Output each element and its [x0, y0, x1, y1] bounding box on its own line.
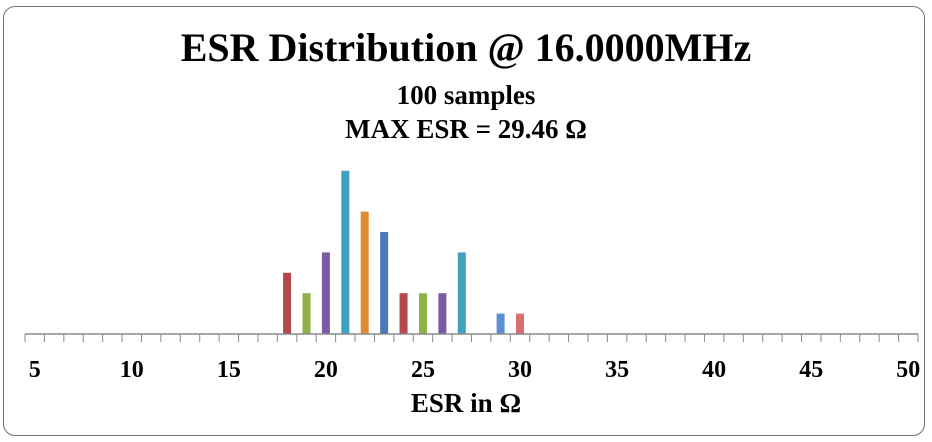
- bar-esr-18: [283, 272, 292, 334]
- bar-esr-23: [380, 232, 389, 334]
- chart-subtitle: 100 samples: [396, 80, 536, 110]
- x-tick-label-30: 30: [508, 357, 532, 383]
- bar-esr-30: [516, 313, 525, 334]
- chart-subtitle-max-esr: MAX ESR = 29.46 Ω: [345, 114, 587, 144]
- x-tick-label-5: 5: [29, 357, 41, 383]
- x-tick-label-40: 40: [702, 357, 726, 383]
- bar-esr-22: [360, 211, 369, 334]
- x-tick-label-50: 50: [896, 357, 920, 383]
- bar-esr-29: [496, 313, 505, 334]
- bar-esr-19: [302, 293, 311, 334]
- bar-esr-24: [399, 293, 408, 334]
- bar-esr-27: [457, 252, 466, 334]
- x-tick-label-25: 25: [411, 357, 435, 383]
- x-tick-label-15: 15: [217, 357, 241, 383]
- x-axis-label: ESR in Ω: [410, 388, 522, 418]
- bar-esr-20: [321, 252, 330, 334]
- bars-group: [283, 170, 525, 334]
- x-tick-label-45: 45: [799, 357, 823, 383]
- bar-esr-21: [341, 170, 350, 334]
- x-tick-label-35: 35: [605, 357, 629, 383]
- x-tick-labels: 5 10 15 20 25 30 35 40 45 50: [29, 357, 921, 383]
- chart-frame: [3, 6, 925, 436]
- x-tick-label-10: 10: [120, 357, 144, 383]
- x-tick-label-20: 20: [314, 357, 338, 383]
- bar-esr-26: [438, 293, 447, 334]
- chart-title: ESR Distribution @ 16.0000MHz: [180, 25, 752, 70]
- x-axis: [24, 333, 919, 342]
- bar-esr-25: [418, 293, 427, 334]
